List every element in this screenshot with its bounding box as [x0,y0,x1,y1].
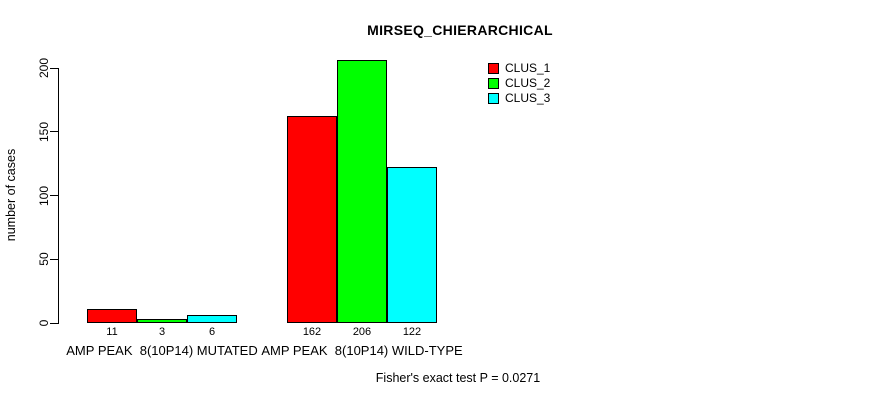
bar-clus_2-group1 [137,319,187,323]
bar-clus_2-group2 [337,60,387,323]
legend-label: CLUS_2 [505,76,551,90]
group-label: AMP PEAK 8(10P14) MUTATED [66,343,258,358]
y-tick [50,67,58,69]
legend-swatch-clus_1 [488,63,499,74]
y-tick [50,131,58,133]
legend-label: CLUS_1 [505,61,551,75]
bar-value-label: 206 [352,326,372,338]
bar-value-label: 6 [208,326,216,338]
bar-clus_3-group1 [187,315,237,323]
legend-label: CLUS_3 [505,91,551,105]
bar-clus_3-group2 [387,167,437,323]
y-tick [50,195,58,196]
bar-clus_1-group2 [287,116,337,323]
bar-clus_1-group1 [87,308,137,323]
bar-value-label: 162 [302,326,322,338]
y-axis-line [58,68,59,324]
bar-value-label: 122 [402,326,422,338]
chart-title: MIRSEQ_CHIERARCHICAL [367,22,553,38]
legend-swatch-clus_2 [488,78,499,89]
y-tick [50,258,58,260]
bar-value-label: 11 [106,326,118,338]
group-label: AMP PEAK 8(10P14) WILD-TYPE [261,343,463,358]
y-tick [50,322,58,324]
fisher-test-annotation: Fisher's exact test P = 0.0271 [375,371,541,385]
bar-value-label: 3 [158,326,166,338]
legend-swatch-clus_3 [488,93,499,104]
